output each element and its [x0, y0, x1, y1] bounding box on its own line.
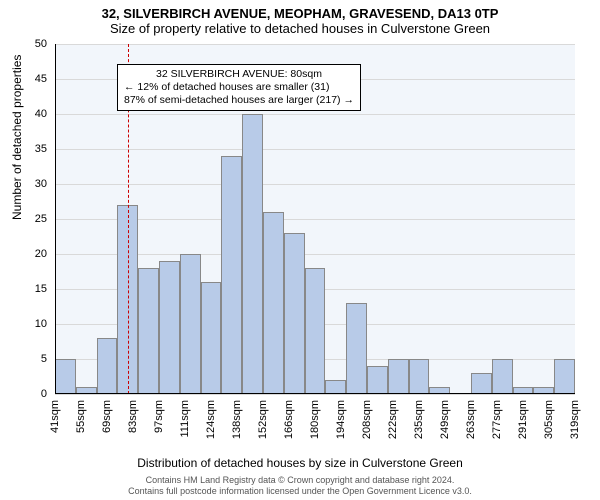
y-tick-label: 20	[17, 248, 47, 260]
annotation-box: 32 SILVERBIRCH AVENUE: 80sqm← 12% of det…	[117, 64, 361, 111]
histogram-bar	[221, 156, 242, 394]
histogram-bar	[201, 282, 222, 394]
histogram-bar	[97, 338, 118, 394]
histogram-bar	[325, 380, 346, 394]
x-axis-line	[55, 393, 575, 394]
histogram-bar	[263, 212, 284, 394]
histogram-bar	[492, 359, 513, 394]
x-tick-label: 291sqm	[517, 400, 529, 439]
chart-subtitle: Size of property relative to detached ho…	[0, 21, 600, 40]
credits: Contains HM Land Registry data © Crown c…	[0, 475, 600, 497]
x-tick-label: 124sqm	[205, 400, 217, 439]
y-tick-label: 50	[17, 38, 47, 50]
y-tick-label: 45	[17, 73, 47, 85]
y-tick-label: 15	[17, 283, 47, 295]
histogram-bar	[346, 303, 367, 394]
chart-container: { "titles": { "line1": "32, SILVERBIRCH …	[0, 0, 600, 500]
y-tick-label: 5	[17, 353, 47, 365]
x-tick-label: 222sqm	[387, 400, 399, 439]
x-tick-label: 180sqm	[309, 400, 321, 439]
y-tick-label: 30	[17, 178, 47, 190]
annotation-line: ← 12% of detached houses are smaller (31…	[124, 81, 354, 94]
histogram-bar	[305, 268, 326, 394]
y-tick-label: 35	[17, 143, 47, 155]
plot-wrapper: 32 SILVERBIRCH AVENUE: 80sqm← 12% of det…	[55, 44, 575, 394]
x-tick-label: 235sqm	[413, 400, 425, 439]
x-tick-label: 97sqm	[153, 400, 165, 433]
x-tick-label: 305sqm	[543, 400, 555, 439]
x-axis-label: Distribution of detached houses by size …	[0, 456, 600, 470]
x-tick-label: 194sqm	[335, 400, 347, 439]
histogram-bar	[138, 268, 159, 394]
y-tick-label: 25	[17, 213, 47, 225]
grid-line	[55, 184, 575, 185]
grid-line	[55, 114, 575, 115]
y-axis-line	[55, 44, 56, 394]
histogram-bar	[409, 359, 430, 394]
x-tick-label: 319sqm	[569, 400, 581, 439]
x-tick-label: 249sqm	[439, 400, 451, 439]
x-tick-label: 263sqm	[465, 400, 477, 439]
chart-title-address: 32, SILVERBIRCH AVENUE, MEOPHAM, GRAVESE…	[0, 0, 600, 21]
x-tick-label: 152sqm	[257, 400, 269, 439]
histogram-bar	[242, 114, 263, 394]
x-tick-label: 277sqm	[491, 400, 503, 439]
histogram-bar	[180, 254, 201, 394]
histogram-bar	[159, 261, 180, 394]
annotation-line: 87% of semi-detached houses are larger (…	[124, 94, 354, 107]
credit-line-2: Contains full postcode information licen…	[0, 486, 600, 497]
x-tick-label: 111sqm	[179, 400, 191, 438]
x-tick-label: 69sqm	[101, 400, 113, 433]
x-tick-label: 55sqm	[75, 400, 87, 433]
histogram-bar	[554, 359, 575, 394]
histogram-bar	[367, 366, 388, 394]
credit-line-1: Contains HM Land Registry data © Crown c…	[0, 475, 600, 486]
grid-line	[55, 149, 575, 150]
plot-area: 32 SILVERBIRCH AVENUE: 80sqm← 12% of det…	[55, 44, 575, 394]
histogram-bar	[471, 373, 492, 394]
histogram-bar	[388, 359, 409, 394]
grid-line	[55, 44, 575, 45]
x-tick-label: 208sqm	[361, 400, 373, 439]
y-tick-label: 0	[17, 388, 47, 400]
histogram-bar	[284, 233, 305, 394]
annotation-line: 32 SILVERBIRCH AVENUE: 80sqm	[124, 68, 354, 81]
x-tick-label: 83sqm	[127, 400, 139, 433]
histogram-bar	[55, 359, 76, 394]
x-tick-label: 138sqm	[231, 400, 243, 439]
grid-line	[55, 394, 575, 395]
x-tick-label: 166sqm	[283, 400, 295, 439]
y-tick-label: 10	[17, 318, 47, 330]
x-tick-label: 41sqm	[49, 400, 61, 433]
y-tick-label: 40	[17, 108, 47, 120]
